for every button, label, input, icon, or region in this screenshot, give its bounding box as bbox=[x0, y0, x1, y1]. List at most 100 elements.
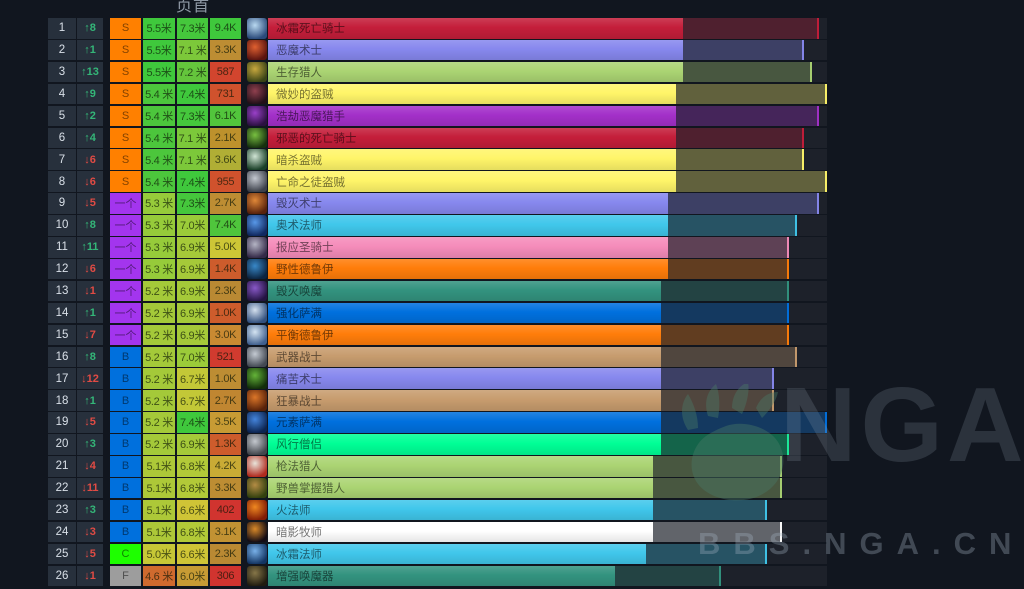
bar-avg-segment bbox=[268, 280, 661, 302]
max-dps-cell: 7.1 米 bbox=[177, 39, 208, 61]
tier-badge: B bbox=[110, 434, 141, 455]
spec-name-label: 恶魔术士 bbox=[276, 45, 322, 58]
avg-dps-cell: 5.4 米 bbox=[143, 105, 175, 127]
spec-name-label: 火法师 bbox=[276, 505, 311, 518]
dps-bar: 奥术法师 bbox=[268, 215, 827, 236]
rank-number: 3 bbox=[48, 61, 76, 83]
tier-badge: 一个 bbox=[110, 280, 141, 302]
table-row: 13 ↓1 一个 5.2 米 6.9米 2.3K 毁灭唤魔 bbox=[0, 280, 1024, 302]
rank-change-down: ↓6 bbox=[77, 258, 103, 280]
bar-max-tick bbox=[787, 324, 790, 346]
rank-number: 1 bbox=[48, 18, 76, 39]
dps-bar: 恶魔术士 bbox=[268, 39, 827, 61]
parse-count-cell: 3.1K bbox=[210, 521, 241, 543]
dps-bar: 野兽掌握猎人 bbox=[268, 477, 827, 499]
avg-dps-cell: 5.2 米 bbox=[143, 434, 175, 455]
tier-badge: B bbox=[110, 412, 141, 433]
bar-max-segment bbox=[675, 83, 827, 105]
parse-count-cell: 1.0K bbox=[210, 302, 241, 324]
dps-bar: 平衡德鲁伊 bbox=[268, 324, 827, 346]
bar-max-segment bbox=[675, 127, 805, 149]
avg-dps-cell: 5.2 米 bbox=[143, 346, 175, 368]
table-row: 8 ↓6 S 5.4 米 7.4米 955 亡命之徒盗贼 bbox=[0, 171, 1024, 192]
table-row: 18 ↑1 B 5.2 米 6.7米 2.7K 狂暴战士 bbox=[0, 390, 1024, 411]
table-row: 14 ↑1 一个 5.2 米 6.9米 1.0K 强化萨满 bbox=[0, 302, 1024, 324]
avg-dps-cell: 5.1米 bbox=[143, 521, 175, 543]
tier-badge: 一个 bbox=[110, 302, 141, 324]
max-dps-cell: 6.7米 bbox=[177, 368, 208, 389]
rank-change-down: ↓6 bbox=[77, 171, 103, 192]
parse-count-cell: 2.3K bbox=[210, 280, 241, 302]
tier-badge: B bbox=[110, 456, 141, 477]
max-dps-cell: 6.9米 bbox=[177, 237, 208, 258]
avg-dps-cell: 5.2 米 bbox=[143, 302, 175, 324]
avg-dps-cell: 5.3 米 bbox=[143, 215, 175, 236]
rank-number: 23 bbox=[48, 499, 76, 521]
rank-number: 14 bbox=[48, 302, 76, 324]
rank-change-down: ↓5 bbox=[77, 193, 103, 214]
havoc-demon-hunter-icon bbox=[247, 105, 267, 127]
dps-bar: 暗影牧师 bbox=[268, 521, 827, 543]
bar-avg-segment bbox=[268, 565, 616, 587]
tier-badge: 一个 bbox=[110, 258, 141, 280]
rank-change-down: ↓1 bbox=[77, 565, 103, 587]
bar-max-segment bbox=[668, 237, 790, 258]
bar-avg-segment bbox=[268, 258, 669, 280]
spec-name-label: 微妙的盗贼 bbox=[276, 88, 334, 101]
parse-count-cell: 3.3K bbox=[210, 39, 241, 61]
tier-badge: S bbox=[110, 171, 141, 192]
rank-change-up: ↑8 bbox=[77, 18, 103, 39]
bar-max-tick bbox=[802, 39, 805, 61]
avg-dps-cell: 5.2 米 bbox=[143, 368, 175, 389]
rank-change-down: ↓3 bbox=[77, 521, 103, 543]
max-dps-cell: 6.9米 bbox=[177, 324, 208, 346]
bar-max-tick bbox=[825, 171, 827, 192]
max-dps-cell: 7.3米 bbox=[177, 18, 208, 39]
dps-bar: 狂暴战士 bbox=[268, 390, 827, 411]
bar-max-tick bbox=[809, 61, 812, 83]
bar-max-segment bbox=[615, 565, 722, 587]
parse-count-cell: 402 bbox=[210, 499, 241, 521]
avg-dps-cell: 5.0米 bbox=[143, 543, 175, 565]
dps-bar: 亡命之徒盗贼 bbox=[268, 171, 827, 192]
parse-count-cell: 1.3K bbox=[210, 434, 241, 455]
bar-max-segment bbox=[660, 434, 790, 455]
frost-mage-icon bbox=[247, 543, 267, 565]
windwalker-monk-icon bbox=[247, 434, 267, 455]
bar-max-segment bbox=[653, 499, 767, 521]
bar-max-tick bbox=[787, 302, 790, 324]
avg-dps-cell: 5.4 米 bbox=[143, 171, 175, 192]
bar-max-tick bbox=[719, 565, 722, 587]
table-row: 7 ↓6 S 5.4 米 7.1 米 3.6K 暗杀盗贼 bbox=[0, 149, 1024, 170]
spec-name-label: 枪法猎人 bbox=[276, 461, 322, 474]
table-row: 15 ↓7 一个 5.2 米 6.9米 3.0K 平衡德鲁伊 bbox=[0, 324, 1024, 346]
parse-count-cell: 521 bbox=[210, 346, 241, 368]
feral-druid-icon bbox=[247, 258, 267, 280]
tier-badge: 一个 bbox=[110, 193, 141, 214]
rank-change-down: ↓11 bbox=[77, 477, 103, 499]
max-dps-cell: 7.2 米 bbox=[177, 61, 208, 83]
rank-number: 12 bbox=[48, 258, 76, 280]
rank-change-down: ↓4 bbox=[77, 456, 103, 477]
arms-warrior-icon bbox=[247, 346, 267, 368]
marksmanship-hunter-icon bbox=[247, 456, 267, 477]
destruction-warlock-icon bbox=[247, 193, 267, 214]
table-row: 20 ↑3 B 5.2 米 6.9米 1.3K 风行僧侣 bbox=[0, 434, 1024, 455]
rank-change-up: ↑1 bbox=[77, 39, 103, 61]
bar-max-tick bbox=[817, 18, 820, 39]
table-row: 26 ↓1 F 4.6 米 6.0米 306 增强唤魔器 bbox=[0, 565, 1024, 587]
spec-name-label: 强化萨满 bbox=[276, 307, 322, 320]
bar-max-tick bbox=[787, 280, 790, 302]
rank-change-up: ↑2 bbox=[77, 105, 103, 127]
spec-name-label: 武器战士 bbox=[276, 351, 322, 364]
page-top-link[interactable]: 页首 bbox=[176, 0, 211, 15]
spec-name-label: 生存猎人 bbox=[276, 67, 322, 80]
table-row: 19 ↓5 B 5.2 米 7.4米 3.5K 元素萨满 bbox=[0, 412, 1024, 433]
max-dps-cell: 7.4米 bbox=[177, 412, 208, 433]
spec-name-label: 报应圣骑士 bbox=[276, 242, 334, 255]
bar-max-segment bbox=[660, 412, 827, 433]
table-row: 5 ↑2 S 5.4 米 7.3米 6.1K 浩劫恶魔猎手 bbox=[0, 105, 1024, 127]
spec-name-label: 风行僧侣 bbox=[276, 439, 322, 452]
max-dps-cell: 6.7米 bbox=[177, 390, 208, 411]
fire-mage-icon bbox=[247, 499, 267, 521]
